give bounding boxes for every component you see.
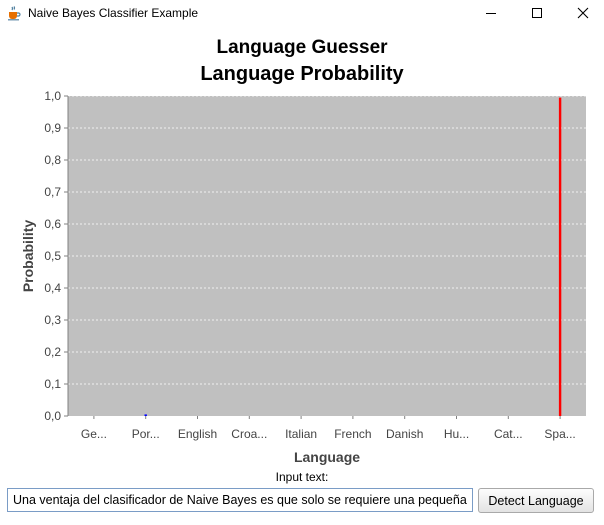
x-tick-label: Danish [386, 427, 423, 441]
y-tick-label: 0,7 [44, 185, 61, 199]
client-area: Language Guesser Language Probability 0,… [0, 26, 604, 525]
close-button[interactable] [560, 0, 604, 26]
java-coffee-cup-icon [6, 5, 22, 21]
x-tick-label: French [334, 427, 371, 441]
bar-por [144, 414, 147, 416]
x-tick-label: Cat... [494, 427, 523, 441]
input-text-field[interactable] [7, 488, 473, 512]
x-tick-label: Italian [285, 427, 317, 441]
y-tick-label: 0,3 [44, 313, 61, 327]
chart-title: Language Guesser [216, 37, 388, 58]
y-axis-label: Probability [20, 220, 36, 293]
maximize-icon [532, 8, 542, 18]
plot-area [68, 96, 586, 416]
input-label: Input text: [275, 470, 329, 484]
x-tick-label: Por... [132, 427, 160, 441]
x-tick-label: Hu... [444, 427, 469, 441]
x-tick-label: Croa... [231, 427, 267, 441]
detect-language-button[interactable]: Detect Language [478, 488, 594, 513]
y-tick-label: 0,8 [44, 153, 61, 167]
minimize-icon [486, 13, 496, 14]
minimize-button[interactable] [468, 0, 514, 26]
y-tick-label: 0,1 [44, 377, 61, 391]
x-tick-label: English [178, 427, 217, 441]
title-bar: Naive Bayes Classifier Example [0, 0, 604, 26]
y-tick-label: 0,4 [44, 281, 61, 295]
y-tick-label: 0,5 [44, 249, 61, 263]
y-tick-label: 0,2 [44, 345, 61, 359]
y-tick-label: 1,0 [44, 89, 61, 103]
y-tick-label: 0,9 [44, 121, 61, 135]
y-tick-label: 0,0 [44, 409, 61, 423]
chart-subtitle: Language Probability [200, 63, 404, 85]
x-axis-label: Language [294, 449, 360, 465]
window-title: Naive Bayes Classifier Example [28, 6, 199, 20]
y-tick-label: 0,6 [44, 217, 61, 231]
maximize-button[interactable] [514, 0, 560, 26]
x-tick-label: Ge... [81, 427, 107, 441]
bar-spa [558, 97, 562, 416]
x-tick-label: Spa... [544, 427, 575, 441]
probability-chart: 0,0 0,1 0,2 0,3 0,4 0,5 0,6 0,7 0,8 0,9 1,0 Ge... Po… [20, 89, 586, 465]
close-icon [577, 7, 589, 19]
